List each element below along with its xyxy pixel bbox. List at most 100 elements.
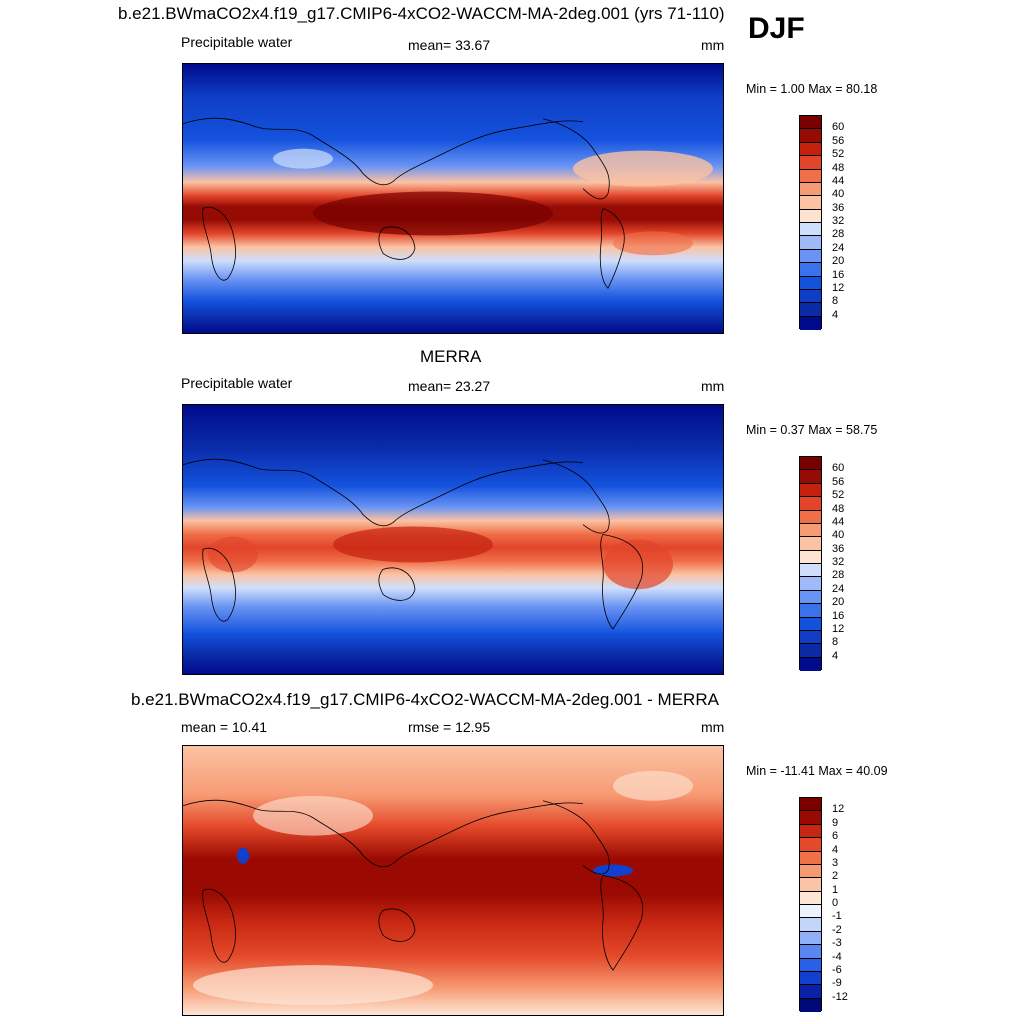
panel-3-map xyxy=(182,745,724,1016)
panel-1-map xyxy=(182,63,724,334)
colorbar-tick-label: 4 xyxy=(832,843,839,856)
colorbar-tick-label: 4 xyxy=(832,649,839,662)
colorbar-segment xyxy=(800,196,821,210)
colorbar-segment xyxy=(800,617,821,631)
colorbar-tick-label: 9 xyxy=(832,816,839,829)
colorbar-segment xyxy=(800,998,821,1012)
colorbar-tick-label: 44 xyxy=(832,515,845,528)
colorbar-segment xyxy=(800,630,821,645)
colorbar-segment xyxy=(800,644,821,658)
colorbar-tick-label: 12 xyxy=(832,622,845,635)
panel-1-map-svg xyxy=(183,64,723,333)
colorbar-tick-label: 48 xyxy=(832,502,845,515)
colorbar-segment xyxy=(800,497,821,511)
colorbar-tick-label: 32 xyxy=(832,215,845,227)
colorbar-segment xyxy=(800,945,821,959)
colorbar-segment xyxy=(800,523,821,538)
colorbar-tick-label: 3 xyxy=(832,856,839,869)
panel-1-minmax: Min = 1.00 Max = 80.18 xyxy=(746,82,878,96)
colorbar-segment xyxy=(800,209,821,223)
panel-1-mean-label: mean= 33.67 xyxy=(408,37,491,53)
colorbar-segment xyxy=(800,577,821,591)
colorbar-segment xyxy=(800,510,821,524)
panel-1-units-label: mm xyxy=(701,37,725,53)
colorbar-segment xyxy=(800,958,821,972)
panel-2-map xyxy=(182,404,724,675)
colorbar-segment xyxy=(800,564,821,578)
colorbar-tick-label: 24 xyxy=(832,241,845,254)
colorbar-segment xyxy=(800,657,821,671)
panel-3-title: b.e21.BWmaCO2x4.f19_g17.CMIP6-4xCO2-WACC… xyxy=(131,690,719,709)
colorbar-tick-label: -3 xyxy=(832,937,842,950)
panel-2-variable-label: Precipitable water xyxy=(181,375,293,391)
colorbar-tick-label: -1 xyxy=(832,910,842,923)
panel-2-units-label: mm xyxy=(701,378,725,394)
colorbar-segment xyxy=(800,142,821,157)
colorbar-tick-label: -2 xyxy=(832,923,842,936)
panel-3-units-label: mm xyxy=(701,719,725,735)
colorbar-segment xyxy=(800,798,821,812)
season-label: DJF xyxy=(748,12,805,45)
colorbar-segment xyxy=(800,236,821,250)
colorbar-tick-label: 12 xyxy=(832,803,845,816)
colorbar-segment xyxy=(800,457,821,471)
panel-1-colorbar xyxy=(799,115,822,330)
colorbar-tick-label: -6 xyxy=(832,963,842,976)
panel-2-colorbar xyxy=(799,456,822,671)
colorbar-tick-label: 32 xyxy=(832,556,845,568)
colorbar-segment xyxy=(800,182,821,197)
colorbar-tick-label: -12 xyxy=(832,990,848,1003)
panel-2-map-svg xyxy=(183,405,723,674)
colorbar-segment xyxy=(800,851,821,865)
colorbar-tick-label: 16 xyxy=(832,268,845,281)
colorbar-segment xyxy=(800,263,821,277)
colorbar-segment xyxy=(800,483,821,498)
colorbar-tick-label: 4 xyxy=(832,308,839,321)
colorbar-tick-label: 2 xyxy=(832,870,839,883)
colorbar-tick-label: 52 xyxy=(832,489,845,502)
colorbar-tick-label: 16 xyxy=(832,609,845,622)
colorbar-segment xyxy=(800,303,821,317)
colorbar-tick-label: 56 xyxy=(832,475,845,488)
colorbar-tick-label: 28 xyxy=(832,569,845,582)
panel-2-mean-label: mean= 23.27 xyxy=(408,378,491,394)
colorbar-segment xyxy=(800,931,821,946)
colorbar-tick-label: 60 xyxy=(832,462,845,475)
panel-3-map-svg xyxy=(183,746,723,1015)
panel-2-minmax: Min = 0.37 Max = 58.75 xyxy=(746,423,878,437)
colorbar-segment xyxy=(800,276,821,290)
colorbar-tick-label: 1 xyxy=(832,883,839,896)
colorbar-segment xyxy=(800,223,821,237)
colorbar-segment xyxy=(800,878,821,892)
colorbar-tick-label: 20 xyxy=(832,255,845,268)
colorbar-segment xyxy=(800,289,821,304)
colorbar-tick-label: 44 xyxy=(832,174,845,187)
colorbar-tick-label: 8 xyxy=(832,636,839,649)
colorbar-tick-label: 40 xyxy=(832,529,845,542)
colorbar-tick-label: 56 xyxy=(832,134,845,147)
colorbar-segment xyxy=(800,316,821,330)
colorbar-segment xyxy=(800,824,821,839)
colorbar-segment xyxy=(800,971,821,986)
colorbar-tick-label: 36 xyxy=(832,542,845,555)
colorbar-tick-label: 52 xyxy=(832,148,845,161)
colorbar-tick-label: 36 xyxy=(832,201,845,214)
colorbar-segment xyxy=(800,905,821,919)
colorbar-segment xyxy=(800,838,821,852)
colorbar-tick-label: 24 xyxy=(832,582,845,595)
colorbar-segment xyxy=(800,864,821,879)
panel-3-minmax: Min = -11.41 Max = 40.09 xyxy=(746,764,888,778)
colorbar-segment xyxy=(800,604,821,618)
colorbar-tick-label: -4 xyxy=(832,950,842,963)
colorbar-tick-label: 20 xyxy=(832,596,845,609)
colorbar-segment xyxy=(800,550,821,564)
colorbar-tick-label: 6 xyxy=(832,830,839,843)
colorbar-segment xyxy=(800,918,821,932)
colorbar-segment xyxy=(800,537,821,551)
colorbar-tick-label: 60 xyxy=(832,121,845,134)
panel-2-title: MERRA xyxy=(420,347,482,366)
colorbar-tick-label: 8 xyxy=(832,295,839,308)
colorbar-segment xyxy=(800,590,821,605)
colorbar-tick-label: 48 xyxy=(832,161,845,174)
colorbar-segment xyxy=(800,156,821,170)
